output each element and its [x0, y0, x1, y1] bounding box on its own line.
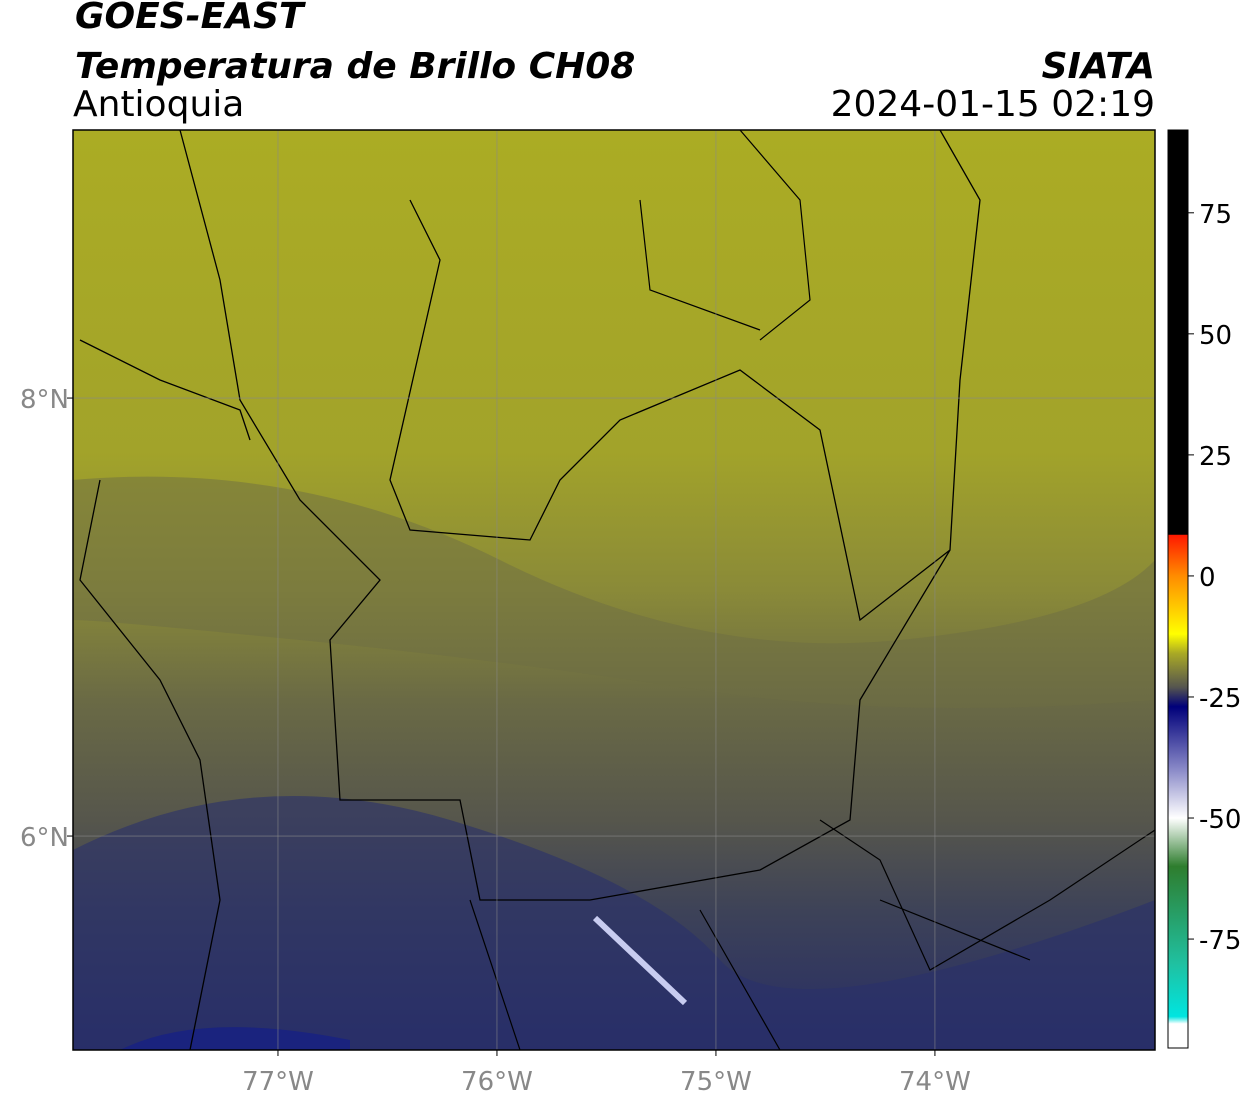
y-tick-label: 6°N — [20, 823, 69, 853]
colorbar-tick-label: 50 — [1199, 321, 1232, 351]
title: GOES-EAST — [75, 0, 306, 37]
grid — [73, 130, 1155, 1050]
x-tick-label: 74°W — [899, 1067, 971, 1097]
x-tick-label: 76°W — [461, 1067, 533, 1097]
colorbar-tick-label: -25 — [1199, 684, 1241, 714]
source: SIATA — [1042, 46, 1155, 87]
y-tick-label: 8°N — [20, 385, 69, 415]
colorbar-tick-label: 0 — [1199, 563, 1216, 593]
x-tick-label: 77°W — [242, 1067, 314, 1097]
map-image — [73, 130, 1155, 1050]
colorbar-tick-label: 25 — [1199, 442, 1232, 472]
map-frame — [72, 129, 1156, 1051]
subtitle: Temperatura de Brillo CH08 — [75, 46, 635, 87]
region: Antioquia — [73, 84, 244, 125]
colorbar-tick-label: -50 — [1199, 805, 1241, 835]
colorbar-tick-label: 75 — [1199, 200, 1232, 230]
datetime: 2024-01-15 02:19 — [831, 84, 1155, 125]
colorbar-tick-label: -75 — [1199, 926, 1241, 956]
x-tick-label: 75°W — [680, 1067, 752, 1097]
colorbar — [1167, 129, 1189, 1049]
